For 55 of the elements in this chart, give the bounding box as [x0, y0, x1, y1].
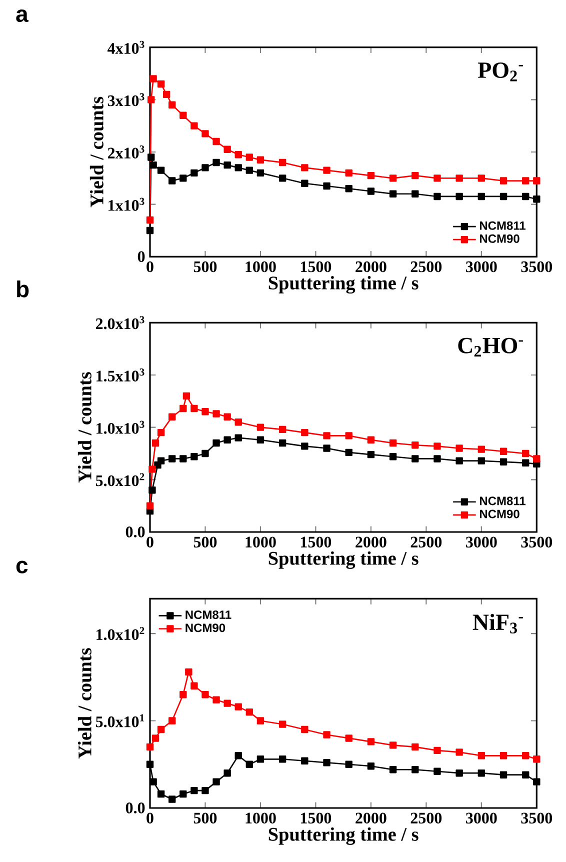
- x-tick-label: 2500: [410, 536, 442, 548]
- y-tick-label: 2x10$^{3}$: [108, 145, 144, 158]
- x-tick-label: 1500: [300, 812, 332, 824]
- y-tick-label: 1.0x10$^{2}$: [96, 626, 144, 640]
- legend-label: NCM811: [480, 221, 526, 230]
- y-axis-title: Yield / counts: [90, 96, 104, 208]
- chart-title: c: [16, 560, 28, 574]
- y-tick-label: 0.0: [126, 526, 145, 538]
- legend-label: NCM811: [480, 496, 526, 506]
- x-tick-label: 2500: [410, 261, 442, 272]
- y-axis-title: Yield / counts: [78, 648, 92, 759]
- y-tick-label: 1.5x10$^{3}$: [96, 368, 144, 382]
- x-tick-label: 3000: [466, 536, 497, 548]
- y-tick-label: 0: [138, 251, 145, 262]
- x-tick-label: 1000: [246, 261, 276, 272]
- x-tick-label: 1500: [300, 261, 332, 272]
- x-tick-label: 500: [194, 812, 217, 824]
- x-tick-label: 500: [194, 261, 217, 272]
- chart-title: b: [17, 280, 29, 298]
- x-tick-label: 500: [194, 536, 217, 548]
- y-tick-label: 0.0: [126, 802, 145, 814]
- y-tick-label: 5.0x10$^{1}$: [96, 714, 144, 728]
- legend-label: NCM811: [186, 610, 232, 620]
- x-tick-label: 3500: [521, 812, 552, 824]
- x-tick-label: 0: [146, 536, 154, 548]
- x-tick-label: 3500: [521, 536, 552, 548]
- y-tick-label: 3x10$^{3}$: [108, 93, 144, 106]
- x-tick-label: 1500: [300, 536, 332, 548]
- x-axis-title: Sputtering time / s: [268, 551, 418, 569]
- x-tick-label: 2000: [356, 261, 386, 272]
- annotation: C$_{2}$HO$^{-}$: [458, 338, 523, 357]
- x-axis-title: Sputtering time / s: [268, 827, 418, 845]
- y-tick-label: 1.0x10$^{3}$: [96, 420, 144, 434]
- y-tick-label: 2.0x10$^{3}$: [96, 316, 144, 330]
- legend-label: NCM90: [480, 510, 520, 518]
- y-tick-label: 1x10$^{3}$: [108, 198, 144, 211]
- legend-label: NCM90: [186, 624, 226, 632]
- x-tick-label: 3500: [521, 261, 552, 272]
- x-tick-label: 2500: [410, 812, 442, 824]
- chart-title: a: [16, 9, 28, 22]
- x-tick-label: 2000: [356, 812, 386, 824]
- x-tick-label: 3000: [466, 261, 497, 272]
- x-axis-title: Sputtering time / s: [268, 276, 418, 294]
- x-tick-label: 3000: [466, 812, 497, 824]
- y-tick-label: 5.0x10$^{2}$: [96, 473, 144, 486]
- x-tick-label: 1000: [246, 812, 276, 824]
- y-tick-label: 4x10$^{3}$: [107, 40, 144, 54]
- y-axis-title: Yield / counts: [78, 372, 92, 483]
- x-tick-label: 2000: [356, 536, 386, 548]
- annotation: PO$_{2}$-: [478, 62, 523, 82]
- x-tick-label: 0: [146, 261, 154, 272]
- x-tick-label: 0: [146, 812, 154, 824]
- legend-label: NCM90: [480, 234, 520, 243]
- annotation: NiF$_{3}$-: [472, 614, 523, 634]
- x-tick-label: 1000: [246, 536, 276, 548]
